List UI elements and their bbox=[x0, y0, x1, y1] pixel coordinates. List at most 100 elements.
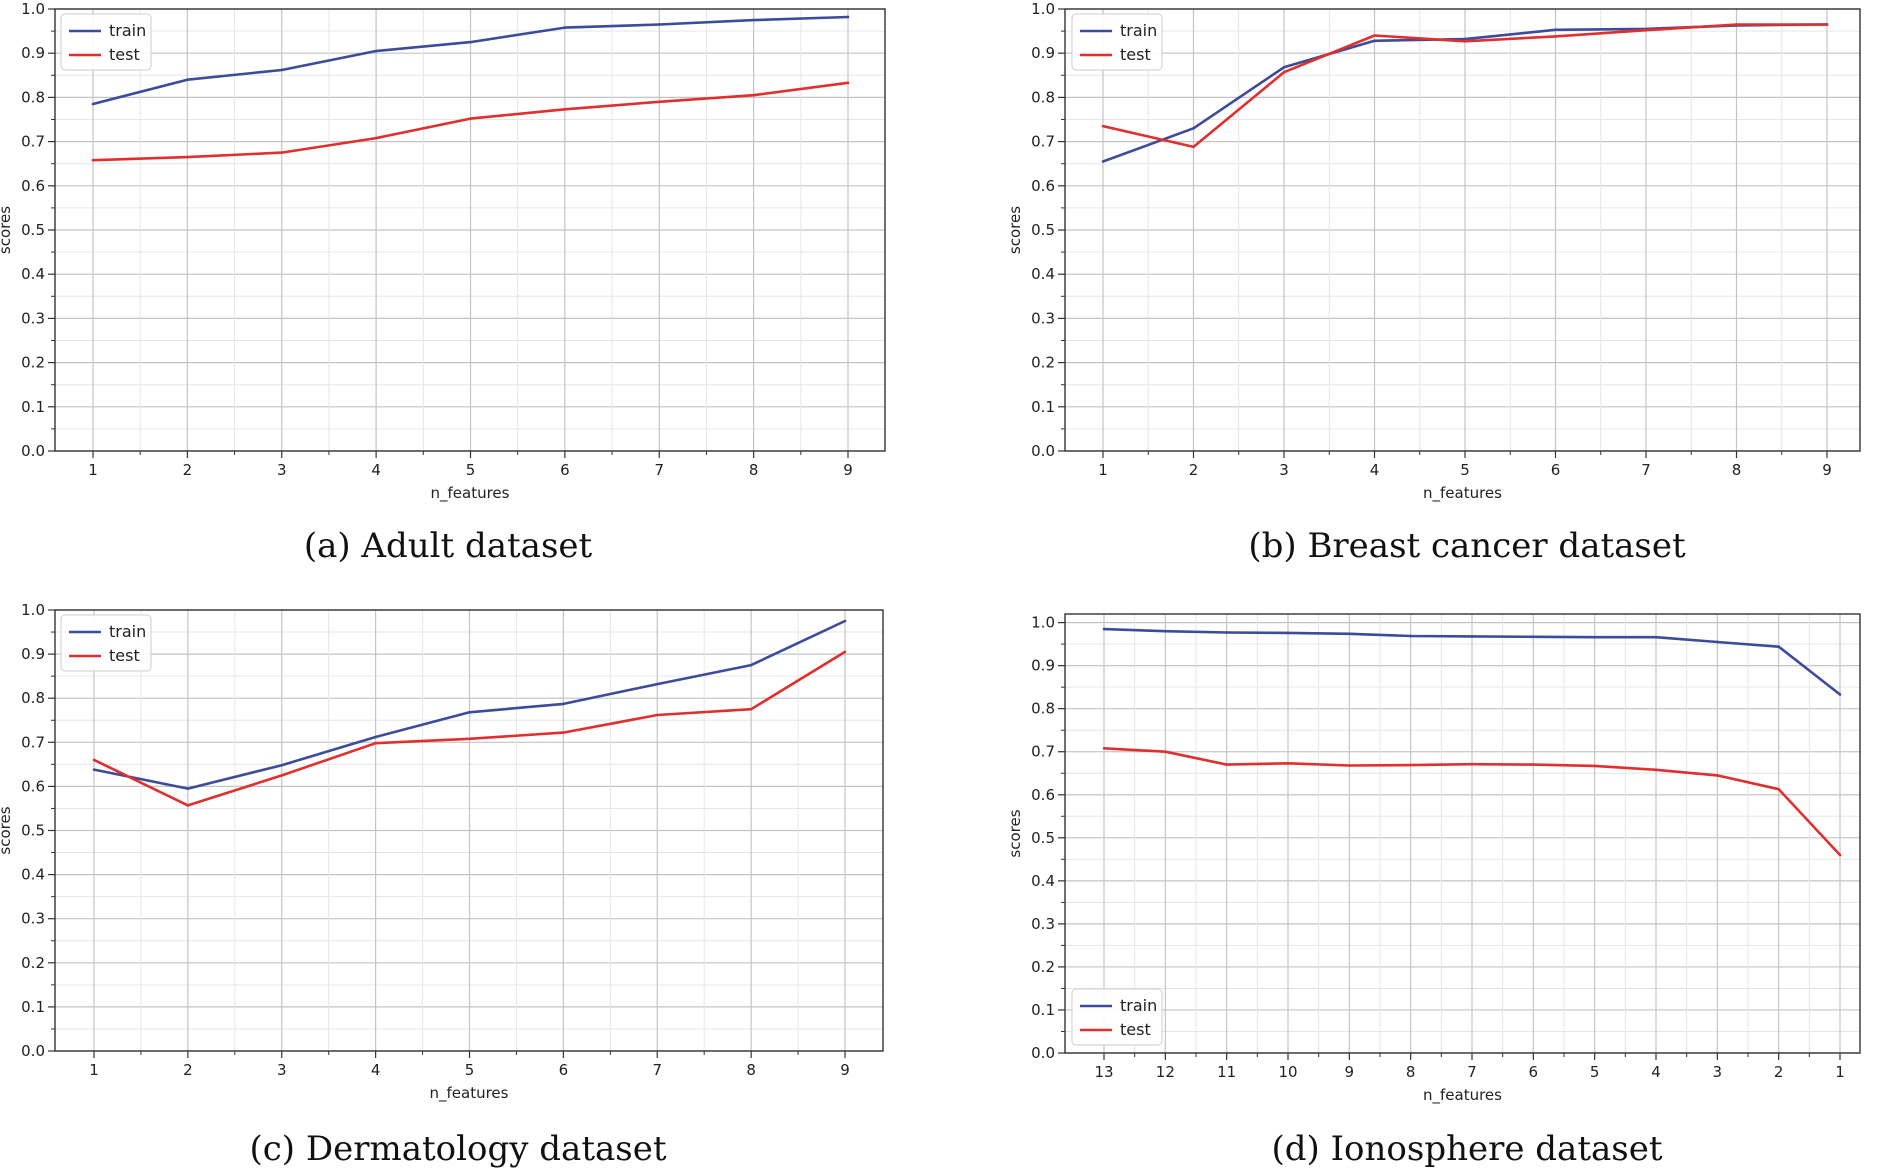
x-tick-label: 8 bbox=[1732, 461, 1742, 479]
data-point-train bbox=[1286, 631, 1290, 635]
x-tick-label: 8 bbox=[746, 1061, 756, 1079]
y-tick-label: 1.0 bbox=[21, 601, 45, 619]
data-point-test bbox=[92, 758, 96, 762]
x-tick-label: 9 bbox=[1822, 461, 1832, 479]
data-point-test bbox=[280, 151, 284, 154]
data-point-test bbox=[1777, 787, 1780, 791]
data-point-train bbox=[657, 23, 661, 26]
x-tick-label: 2 bbox=[183, 1061, 193, 1079]
data-point-test bbox=[374, 136, 378, 140]
y-tick-label: 0.7 bbox=[21, 733, 45, 751]
data-point-train bbox=[1102, 627, 1106, 631]
y-tick-label: 0.9 bbox=[1031, 44, 1055, 62]
legend-label-test: test bbox=[1120, 45, 1151, 64]
x-tick-label: 8 bbox=[1406, 1063, 1416, 1081]
y-tick-label: 0.0 bbox=[1031, 1044, 1055, 1062]
y-tick-label: 0.0 bbox=[1031, 442, 1055, 460]
data-point-train bbox=[1554, 28, 1557, 32]
data-point-train bbox=[843, 619, 847, 623]
y-tick-label: 0.5 bbox=[21, 822, 45, 840]
data-point-test bbox=[846, 81, 850, 85]
y-tick-label: 0.9 bbox=[1031, 657, 1055, 675]
data-point-train bbox=[1593, 635, 1596, 639]
x-tick-label: 4 bbox=[371, 461, 381, 479]
y-axis-label: scores bbox=[0, 206, 14, 254]
x-axis-label: n_features bbox=[1423, 1086, 1502, 1105]
data-point-train bbox=[469, 40, 472, 44]
y-tick-label: 0.8 bbox=[1031, 88, 1055, 106]
data-point-test bbox=[91, 158, 95, 162]
data-point-test bbox=[843, 650, 847, 654]
data-point-train bbox=[1463, 37, 1467, 41]
chart-ionosphere: 0.00.10.20.30.40.50.60.70.80.91.013 12 11 1… bbox=[1006, 613, 1861, 1105]
x-tick-label: 4 bbox=[1651, 1063, 1661, 1081]
data-point-test bbox=[1593, 764, 1596, 768]
x-tick-label: 6 bbox=[1551, 461, 1561, 479]
axes-frame bbox=[54, 8, 886, 452]
data-point-train bbox=[1192, 127, 1195, 130]
data-point-test bbox=[752, 93, 755, 97]
data-point-train bbox=[468, 711, 471, 714]
data-point-test bbox=[749, 707, 753, 711]
data-point-train bbox=[186, 78, 189, 82]
y-tick-label: 0.8 bbox=[21, 689, 45, 707]
y-tick-label: 0.5 bbox=[21, 221, 45, 239]
y-tick-label: 0.0 bbox=[21, 442, 45, 460]
legend-label-train: train bbox=[109, 622, 146, 641]
legend-label-test: test bbox=[109, 45, 140, 64]
data-point-train bbox=[280, 763, 284, 767]
data-point-train bbox=[1716, 640, 1719, 644]
data-point-train bbox=[91, 102, 95, 106]
y-tick-label: 0.4 bbox=[1031, 265, 1055, 283]
x-tick-label: 1 bbox=[1098, 461, 1108, 479]
data-point-test bbox=[280, 774, 284, 777]
data-point-test bbox=[657, 100, 661, 104]
y-tick-label: 0.8 bbox=[21, 88, 45, 106]
x-tick-label: 5 bbox=[1460, 461, 1470, 479]
data-point-train bbox=[752, 18, 755, 22]
data-point-train bbox=[562, 702, 565, 706]
data-point-test bbox=[563, 108, 567, 111]
y-tick-label: 0.8 bbox=[1031, 700, 1055, 718]
legend: train test bbox=[1071, 988, 1163, 1046]
legend-label-test: test bbox=[1120, 1020, 1151, 1039]
x-axis-label: n_features bbox=[431, 484, 510, 503]
legend: train test bbox=[1071, 13, 1163, 71]
legend: train test bbox=[60, 13, 152, 71]
y-tick-label: 0.1 bbox=[1031, 1001, 1055, 1019]
x-tick-label: 2 bbox=[1774, 1063, 1784, 1081]
x-tick-label: 3 bbox=[1713, 1063, 1723, 1081]
data-point-train bbox=[655, 682, 659, 686]
y-tick-label: 0.9 bbox=[21, 645, 45, 663]
data-point-test bbox=[186, 155, 189, 159]
caption-c: (c) Dermatology dataset bbox=[250, 1129, 667, 1169]
legend-label-train: train bbox=[1120, 996, 1157, 1015]
axes-frame bbox=[1064, 613, 1861, 1054]
y-tick-label: 0.7 bbox=[21, 133, 45, 151]
x-tick-label: 6 bbox=[1529, 1063, 1539, 1081]
data-point-train bbox=[1373, 39, 1376, 43]
x-tick-label: 7 bbox=[652, 1061, 662, 1079]
data-point-train bbox=[1409, 634, 1412, 638]
chart-breast-cancer: 0.0 0.1 0.2 0.3 0.4 0.5 0.6 0.7 0.8 0.9 1.0 1 2 3 4 5 6 7… bbox=[1006, 0, 1861, 503]
x-tick-label: 9 bbox=[1345, 1063, 1355, 1081]
data-point-test bbox=[562, 731, 565, 734]
data-point-test bbox=[1348, 764, 1351, 767]
y-tick-label: 0.3 bbox=[1031, 915, 1055, 933]
y-tick-label: 0.1 bbox=[21, 398, 45, 416]
x-tick-label: 6 bbox=[559, 1061, 569, 1079]
y-tick-label: 0.2 bbox=[1031, 958, 1055, 976]
x-tick-label: 9 bbox=[840, 1061, 850, 1079]
y-tick-label: 0.1 bbox=[1031, 398, 1055, 416]
y-tick-label: 0.6 bbox=[1031, 786, 1055, 804]
axes-frame bbox=[1064, 8, 1861, 452]
data-point-train bbox=[563, 26, 567, 29]
data-point-train bbox=[280, 68, 284, 72]
x-tick-label: 1 bbox=[88, 461, 98, 479]
data-point-test bbox=[1838, 853, 1842, 857]
y-axis-label: scores bbox=[1006, 809, 1024, 857]
data-point-train bbox=[1101, 160, 1105, 163]
y-tick-label: 0.0 bbox=[21, 1042, 45, 1060]
data-point-test bbox=[374, 741, 377, 745]
legend-label-train: train bbox=[109, 21, 146, 40]
